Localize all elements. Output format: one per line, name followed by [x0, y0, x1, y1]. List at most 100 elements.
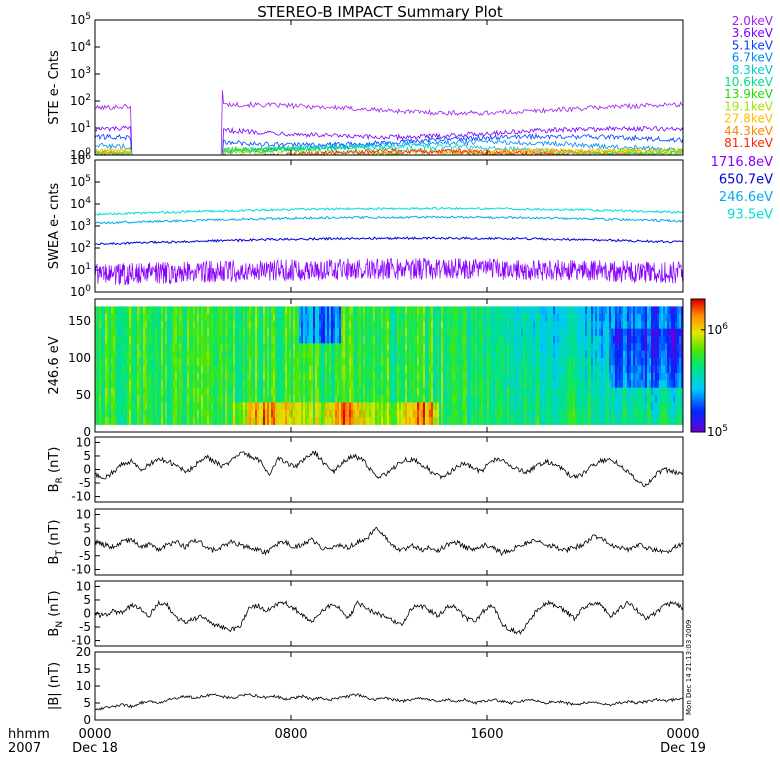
- spectrogram-cell: [127, 321, 130, 329]
- y-tick-label: 100: [70, 284, 91, 299]
- spectrogram-cell: [293, 321, 296, 329]
- spectrogram-cell: [173, 380, 176, 388]
- spectrogram-cell: [101, 350, 104, 359]
- spectrogram-cell: [481, 402, 484, 411]
- spectrogram-cell: [281, 387, 284, 396]
- spectrogram-cell: [423, 365, 426, 374]
- spectrogram-cell: [553, 372, 556, 381]
- spectrogram-cell: [131, 409, 134, 418]
- spectrogram-cell: [237, 328, 240, 337]
- spectrogram-cell: [341, 358, 344, 366]
- spectrogram-cell: [617, 350, 620, 359]
- spectrogram-cell: [613, 306, 616, 315]
- spectrogram-cell: [597, 343, 600, 351]
- spectrogram-cell: [415, 387, 418, 396]
- spectrogram-cell: [233, 343, 236, 351]
- spectrogram-cell: [461, 306, 464, 315]
- spectrogram-cell: [301, 409, 304, 418]
- spectrogram-cell: [483, 417, 486, 425]
- spectrogram-cell: [635, 350, 638, 359]
- spectrogram-cell: [579, 402, 582, 411]
- spectrogram-cell: [361, 335, 364, 344]
- spectrogram-cell: [291, 335, 294, 344]
- spectrogram-cell: [501, 402, 504, 411]
- spectrogram-cell: [561, 313, 564, 322]
- spectrogram-cell: [563, 306, 566, 315]
- spectrogram-cell: [325, 313, 328, 322]
- spectrogram-cell: [151, 395, 154, 403]
- spectrogram-cell: [263, 321, 266, 329]
- spectrogram-cell: [419, 358, 422, 366]
- spectrogram-cell: [591, 358, 594, 366]
- spectrogram-cell: [429, 380, 432, 388]
- spectrogram-cell: [601, 306, 604, 315]
- spectrogram-cell: [677, 365, 680, 374]
- spectrogram-cell: [213, 409, 216, 418]
- spectrogram-cell: [573, 358, 576, 366]
- spectrogram-cell: [271, 395, 274, 403]
- spectrogram-cell: [619, 365, 622, 374]
- spectrogram-cell: [539, 350, 542, 359]
- spectrogram-cell: [655, 358, 658, 366]
- spectrogram-cell: [269, 372, 272, 381]
- spectrogram-cell: [237, 365, 240, 374]
- spectrogram-cell: [277, 387, 280, 396]
- spectrogram-cell: [505, 402, 508, 411]
- spectrogram-cell: [585, 350, 588, 359]
- spectrogram-cell: [669, 365, 672, 374]
- spectrogram-cell: [121, 395, 124, 403]
- spectrogram-cell: [211, 380, 214, 388]
- spectrogram-cell: [595, 343, 598, 351]
- spectrogram-cell: [439, 417, 442, 425]
- spectrogram-cell: [601, 387, 604, 396]
- spectrogram-cell: [173, 358, 176, 366]
- spectrogram-cell: [591, 409, 594, 418]
- spectrogram-cell: [415, 313, 418, 322]
- spectrogram-cell: [263, 395, 266, 403]
- spectrogram-cell: [347, 343, 350, 351]
- panel-frame: [94, 436, 684, 503]
- spectrogram-cell: [95, 402, 98, 411]
- spectrogram-cell: [623, 321, 626, 329]
- spectrogram-cell: [435, 335, 438, 344]
- spectrogram-cell: [253, 395, 256, 403]
- spectrogram-cell: [607, 380, 610, 388]
- y-tick-label: 105: [70, 12, 91, 27]
- swea-series-line: [94, 215, 684, 225]
- spectrogram-cell: [401, 306, 404, 315]
- spectrogram-cell: [669, 306, 672, 315]
- spectrogram-cell: [519, 350, 522, 359]
- spectrogram-cell: [373, 328, 376, 337]
- spectrogram-cell: [681, 335, 684, 344]
- spectrogram-cell: [589, 328, 592, 337]
- spectrogram-cell: [609, 395, 612, 403]
- spectrogram-cell: [243, 321, 246, 329]
- spectrogram-cell: [219, 306, 222, 315]
- spectrogram-cell: [177, 365, 180, 374]
- spectrogram-cell: [247, 395, 250, 403]
- spectrogram-cell: [225, 328, 228, 337]
- spectrogram-cell: [159, 395, 162, 403]
- spectrogram-cell: [373, 402, 376, 411]
- spectrogram-cell: [585, 395, 588, 403]
- spectrogram-cell: [627, 306, 630, 315]
- spectrogram-cell: [357, 365, 360, 374]
- spectrogram-cell: [277, 335, 280, 344]
- spectrogram-cell: [223, 402, 226, 411]
- spectrogram-cell: [505, 313, 508, 322]
- spectrogram-cell: [681, 380, 684, 388]
- spectrogram-cell: [355, 380, 358, 388]
- spectrogram-cell: [295, 365, 298, 374]
- spectrogram-cell: [373, 365, 376, 374]
- spectrogram-cell: [665, 335, 668, 344]
- spectrogram-cell: [259, 313, 262, 322]
- y-tick-label: 106: [70, 152, 91, 167]
- spectrogram-cell: [575, 417, 578, 425]
- spectrogram-cell: [549, 402, 552, 411]
- spectrogram-cell: [377, 365, 380, 374]
- spectrogram-cell: [329, 350, 332, 359]
- spectrogram-cell: [155, 365, 158, 374]
- spectrogram-cell: [669, 402, 672, 411]
- spectrogram-cell: [525, 387, 528, 396]
- spectrogram-cell: [227, 402, 230, 411]
